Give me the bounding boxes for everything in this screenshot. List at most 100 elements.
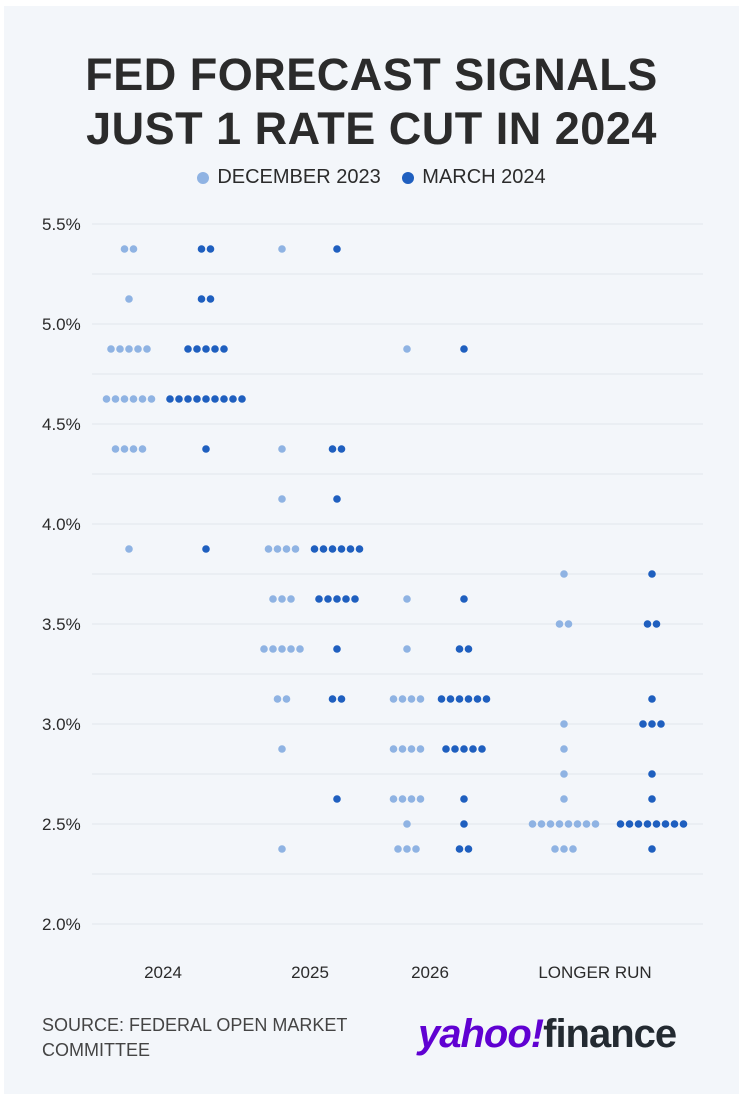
dot-march-2024 — [193, 395, 201, 403]
dot-december-2023 — [278, 595, 286, 603]
dot-march-2024 — [464, 695, 473, 703]
dot-december-2023 — [282, 695, 291, 703]
dot-march-2024 — [661, 820, 670, 828]
dot-march-2024 — [648, 695, 656, 703]
dot-march-2024 — [193, 345, 201, 353]
logo-yahoo: yahoo! — [418, 1012, 544, 1056]
dot-march-2024 — [670, 820, 679, 828]
dot-march-2024 — [337, 545, 346, 553]
dot-march-2024 — [455, 845, 464, 853]
dot-march-2024 — [328, 545, 337, 553]
dot-december-2023 — [129, 395, 138, 403]
dot-march-2024 — [197, 295, 206, 303]
y-tick-label: 5.5% — [42, 215, 81, 234]
dot-march-2024 — [319, 545, 328, 553]
dot-december-2023 — [416, 695, 425, 703]
dot-december-2023 — [120, 445, 129, 453]
dot-december-2023 — [111, 445, 120, 453]
dot-march-2024 — [197, 245, 206, 253]
dot-march-2024 — [310, 545, 319, 553]
dot-december-2023 — [560, 770, 568, 778]
y-tick-label: 4.5% — [42, 415, 81, 434]
dot-december-2023 — [389, 695, 398, 703]
dot-december-2023 — [389, 795, 398, 803]
dot-march-2024 — [460, 795, 468, 803]
dot-december-2023 — [129, 245, 138, 253]
dot-march-2024 — [333, 245, 341, 253]
dot-december-2023 — [403, 845, 411, 853]
dot-march-2024 — [328, 695, 337, 703]
yahoo-finance-logo: yahoo!finance — [418, 1012, 677, 1057]
dot-march-2024 — [333, 495, 341, 503]
source-note: SOURCE: FEDERAL OPEN MARKET COMMITTEE — [42, 1013, 382, 1063]
dot-march-2024 — [652, 620, 661, 628]
dot-december-2023 — [560, 570, 568, 578]
y-tick-label: 3.0% — [42, 715, 81, 734]
dot-december-2023 — [407, 795, 416, 803]
dot-march-2024 — [220, 395, 228, 403]
x-tick-label: LONGER RUN — [538, 963, 651, 982]
dot-december-2023 — [147, 395, 156, 403]
dot-march-2024 — [460, 745, 468, 753]
legend-item-march-2024: MARCH 2024 — [402, 166, 546, 189]
dot-december-2023 — [296, 645, 304, 653]
y-tick-label: 2.5% — [42, 815, 81, 834]
dot-march-2024 — [220, 345, 228, 353]
dot-march-2024 — [202, 395, 210, 403]
dot-december-2023 — [389, 745, 398, 753]
dot-march-2024 — [446, 695, 455, 703]
dot-december-2023 — [116, 345, 124, 353]
dot-december-2023 — [398, 745, 407, 753]
dot-march-2024 — [355, 545, 364, 553]
dot-december-2023 — [560, 845, 568, 853]
dot-december-2023 — [403, 595, 411, 603]
dot-march-2024 — [652, 820, 661, 828]
dot-december-2023 — [282, 545, 291, 553]
dot-december-2023 — [555, 620, 564, 628]
dot-march-2024 — [211, 345, 219, 353]
dot-march-2024 — [333, 595, 341, 603]
dot-december-2023 — [278, 495, 286, 503]
dot-march-2024 — [315, 595, 323, 603]
dot-december-2023 — [537, 820, 546, 828]
title-line-2: JUST 1 RATE CUT IN 2024 — [86, 103, 657, 154]
dot-december-2023 — [107, 345, 115, 353]
dot-march-2024 — [455, 695, 464, 703]
dot-december-2023 — [138, 395, 147, 403]
dot-march-2024 — [648, 720, 656, 728]
dot-march-2024 — [460, 595, 468, 603]
dot-march-2024 — [238, 395, 246, 403]
dot-december-2023 — [287, 645, 295, 653]
dot-december-2023 — [260, 645, 268, 653]
dot-march-2024 — [464, 645, 473, 653]
dot-december-2023 — [269, 595, 277, 603]
dot-march-2024 — [166, 395, 174, 403]
dot-march-2024 — [337, 695, 346, 703]
dot-march-2024 — [648, 570, 656, 578]
dot-march-2024 — [460, 820, 468, 828]
legend-item-december-2023: DECEMBER 2023 — [197, 166, 381, 189]
dot-december-2023 — [573, 820, 582, 828]
dot-december-2023 — [569, 845, 577, 853]
dot-march-2024 — [442, 745, 450, 753]
x-tick-label: 2024 — [144, 963, 182, 982]
dot-december-2023 — [125, 295, 133, 303]
dot-december-2023 — [273, 545, 282, 553]
legend-dot-dark-icon — [402, 171, 415, 184]
dot-march-2024 — [346, 545, 355, 553]
dot-december-2023 — [287, 595, 295, 603]
dot-december-2023 — [551, 845, 559, 853]
dot-december-2023 — [278, 745, 286, 753]
dot-december-2023 — [273, 695, 282, 703]
dot-march-2024 — [333, 645, 341, 653]
dot-december-2023 — [278, 845, 286, 853]
source-line-2: COMMITTEE — [42, 1040, 150, 1060]
dot-march-2024 — [202, 445, 210, 453]
dot-plot: 5.5% 5.0% 4.5% 4.0% 3.5% 3.0% 2.5% 2.0% 2024 2025… — [42, 215, 703, 982]
dot-december-2023 — [560, 745, 568, 753]
dot-december-2023 — [403, 345, 411, 353]
dot-december-2023 — [264, 545, 273, 553]
dot-march-2024 — [211, 395, 219, 403]
dot-december-2023 — [102, 395, 111, 403]
dot-december-2023 — [416, 745, 425, 753]
